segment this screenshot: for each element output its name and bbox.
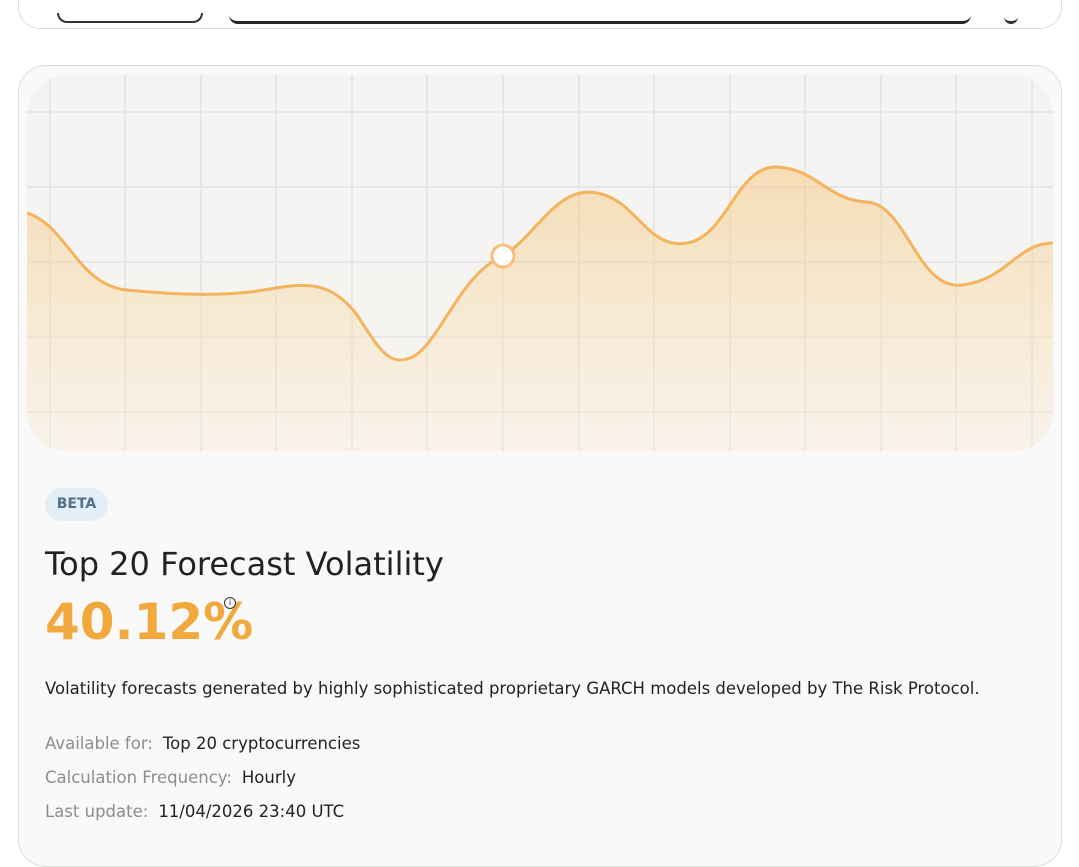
detail-row: Available for: Top 20 cryptocurrencies xyxy=(45,734,360,753)
detail-value: 11/04/2026 23:40 UTC xyxy=(158,802,345,821)
volatility-value: 40.12% xyxy=(45,593,254,651)
decorative-chart xyxy=(27,75,1053,451)
marker xyxy=(490,243,516,269)
detail-label: Available for: xyxy=(45,734,153,753)
area xyxy=(27,166,1053,451)
title: Top 20 Forecast Volatility xyxy=(45,545,444,583)
page: BETA Top 20 Forecast Volatility 40.12% i… xyxy=(18,0,1062,867)
beta-badge: BETA xyxy=(45,488,108,521)
detail-value: Top 20 cryptocurrencies xyxy=(162,734,361,753)
input-bar xyxy=(229,15,971,24)
detail-value: Hourly xyxy=(241,768,296,787)
detail-label: Calculation Frequency: xyxy=(45,768,232,787)
icon xyxy=(1004,15,1018,24)
info-icon[interactable]: i xyxy=(224,597,236,609)
description: Volatility forecasts generated by highly… xyxy=(45,679,980,698)
detail-row: Calculation Frequency: Hourly xyxy=(45,768,296,787)
top-card xyxy=(18,0,1062,29)
button-outline xyxy=(57,13,203,23)
line xyxy=(27,165,1053,362)
detail-label: Last update: xyxy=(45,802,149,821)
detail-row: Last update: 11/04/2026 23:40 UTC xyxy=(45,802,344,821)
